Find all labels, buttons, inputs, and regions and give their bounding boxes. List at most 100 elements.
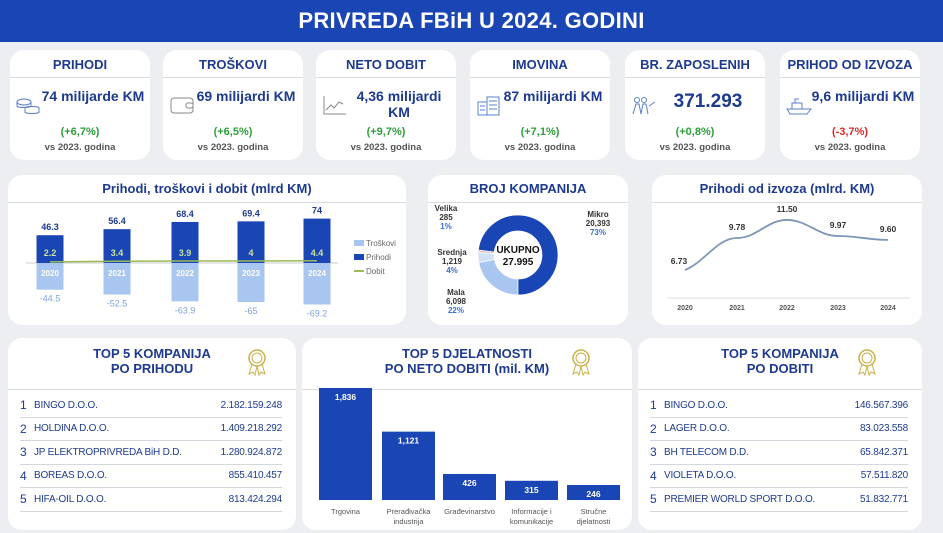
x-tick-label: 2023	[242, 269, 260, 278]
kpi-change: (+0,8%)	[675, 126, 715, 138]
award-ribbon-icon	[858, 349, 876, 376]
ship-icon	[786, 98, 812, 115]
slice-name: Mala	[447, 288, 465, 297]
top-prihod-card: TOP 5 KOMPANIJA PO PRIHODU 1 BINGO D.O.O. 2…	[8, 338, 296, 530]
kpi-title: NETO DOBIT	[316, 50, 456, 78]
kpi-note: vs 2023. godina	[350, 142, 422, 153]
category-label: industrija	[393, 517, 424, 526]
kpi-note: vs 2023. godina	[504, 142, 576, 153]
bar	[382, 431, 435, 500]
donut-total: 27.995	[503, 257, 534, 268]
company-name: VIOLETA D.O.O.	[664, 470, 737, 482]
slice-count: 285	[439, 213, 453, 222]
company-name: JP ELEKTROPRIVREDA BiH D.D.	[34, 446, 182, 458]
bar-prihodi	[303, 218, 331, 263]
data-label: 246	[586, 489, 600, 499]
bar-chart-prihodi: 46.3 -44.5 2.2 2020 56.4 -52.5 3.4 2021 68.4 -63.…	[26, 206, 396, 319]
x-tick-label: 2021	[108, 269, 126, 278]
company-name: LAGER D.O.O.	[664, 423, 730, 435]
company-name: BINGO D.O.O.	[664, 399, 728, 411]
bar-prihodi	[237, 221, 265, 263]
card-heading: TOP 5 KOMPANIJA PO PRIHODU	[8, 346, 296, 390]
category-label: Građevinarstvo	[444, 507, 495, 516]
bar-troskovi	[36, 263, 64, 290]
heading-line: PO NETO DOBITI (mil. KM)	[384, 361, 550, 376]
category-label: Trgovina	[331, 507, 361, 516]
x-tick-label: 2024	[880, 305, 896, 312]
bar	[319, 388, 372, 500]
x-tick-label: 2022	[176, 269, 194, 278]
rank: 1	[650, 398, 657, 413]
data-label: 9.60	[880, 224, 897, 234]
label-troskovi: -69.2	[307, 309, 328, 319]
kpi-card-br-zaposlenih: BR. ZAPOSLENIH 371.293 (+0,8%) vs 2023. …	[625, 50, 765, 160]
legend-label: Dobit	[366, 267, 385, 276]
label-troskovi: -44.5	[40, 294, 61, 304]
rank: 4	[20, 468, 27, 483]
data-label: 426	[462, 478, 476, 488]
label-troskovi: -52.5	[107, 299, 128, 309]
slice-name: Mikro	[587, 210, 608, 219]
bar-prihodi	[171, 221, 199, 263]
heading-line: PO PRIHODU	[110, 361, 194, 376]
table-row: 1 BINGO D.O.O. 146.567.396	[650, 394, 908, 418]
company-name: HIFA-OIL D.O.O.	[34, 493, 107, 505]
data-label: 1,836	[335, 392, 357, 402]
company-value: 2.182.159.248	[220, 399, 283, 411]
rank: 3	[650, 445, 657, 460]
donut-slice-mikro	[477, 214, 559, 296]
category-label: Informacije i	[511, 507, 552, 516]
label-prihodi: 46.3	[41, 222, 59, 232]
chart-title: BROJ KOMPANIJA	[428, 175, 628, 203]
kpi-value: 74 milijarde KM	[41, 88, 145, 104]
bar-troskovi	[171, 263, 199, 302]
table-row: 3 JP ELEKTROPRIVREDA BiH D.D. 1.280.924.87…	[20, 441, 282, 465]
card-heading: TOP 5 DJELATNOSTI PO NETO DOBITI (mil. KM…	[302, 346, 632, 390]
company-name: BINGO D.O.O.	[34, 399, 98, 411]
data-label: 315	[524, 485, 538, 495]
kpi-change: (+6,7%)	[60, 126, 100, 138]
label-prihodi: 74	[312, 206, 322, 216]
company-value: 1.280.924.872	[220, 446, 283, 458]
label-troskovi: -65	[244, 306, 257, 316]
kpi-value: 9,6 milijardi KM	[811, 88, 915, 104]
series-line	[684, 219, 889, 271]
company-value: 855.410.457	[228, 470, 283, 482]
top-dobit-table: 1 BINGO D.O.O. 146.567.396 2 LAGER D.O.O. 83.…	[650, 394, 908, 512]
label-prihodi: 69.4	[242, 208, 260, 218]
company-name: BOREAS D.O.O.	[34, 470, 107, 482]
award-ribbon-icon	[572, 349, 590, 376]
kpi-change: (+6,5%)	[213, 126, 253, 138]
coins-icon	[16, 98, 40, 114]
slice-pct: 73%	[590, 228, 606, 237]
kpi-title: BR. ZAPOSLENIH	[625, 50, 765, 78]
table-row: 5 PREMIER WORLD SPORT D.O.O. 51.832.771	[650, 488, 908, 512]
kpi-card-prihod-od-izvoza: PRIHOD OD IZVOZA 9,6 milijardi KM (-3,7%…	[780, 50, 920, 160]
legend-swatch	[354, 254, 364, 260]
rank: 5	[20, 492, 27, 507]
kpi-change: (+7,1%)	[520, 126, 560, 138]
data-label: 6.73	[671, 256, 688, 266]
kpi-value: 371.293	[673, 91, 743, 112]
card-heading: TOP 5 KOMPANIJA PO DOBITI	[638, 346, 922, 390]
chart-title: Prihodi, troškovi i dobit (mlrd KM)	[8, 175, 406, 203]
rank: 3	[20, 445, 27, 460]
legend-swatch	[354, 240, 364, 246]
kpi-change: (-3,7%)	[831, 126, 869, 138]
x-tick-label: 2024	[308, 269, 326, 278]
people-icon	[632, 97, 656, 115]
label-dobit: 4.4	[311, 248, 324, 258]
x-tick-label: 2020	[41, 269, 59, 278]
company-name: PREMIER WORLD SPORT D.O.O.	[664, 493, 816, 505]
table-row: 3 BH TELECOM D.D. 65.842.371	[650, 441, 908, 465]
rank: 5	[650, 492, 657, 507]
kpi-note: vs 2023. godina	[44, 142, 116, 153]
company-value: 1.409.218.292	[220, 423, 283, 435]
data-label: 9.78	[729, 222, 746, 232]
heading-line: TOP 5 KOMPANIJA	[93, 346, 211, 361]
table-row: 2 LAGER D.O.O. 83.023.558	[650, 418, 908, 441]
kpi-card-neto-dobit: NETO DOBIT 4,36 milijardi KM (+9,7%) vs …	[316, 50, 456, 160]
kpi-title: IMOVINA	[470, 50, 610, 78]
bar-troskovi	[303, 263, 331, 305]
top-prihod-table: 1 BINGO D.O.O. 2.182.159.248 2 HOLDINA D.O.O…	[20, 394, 282, 512]
